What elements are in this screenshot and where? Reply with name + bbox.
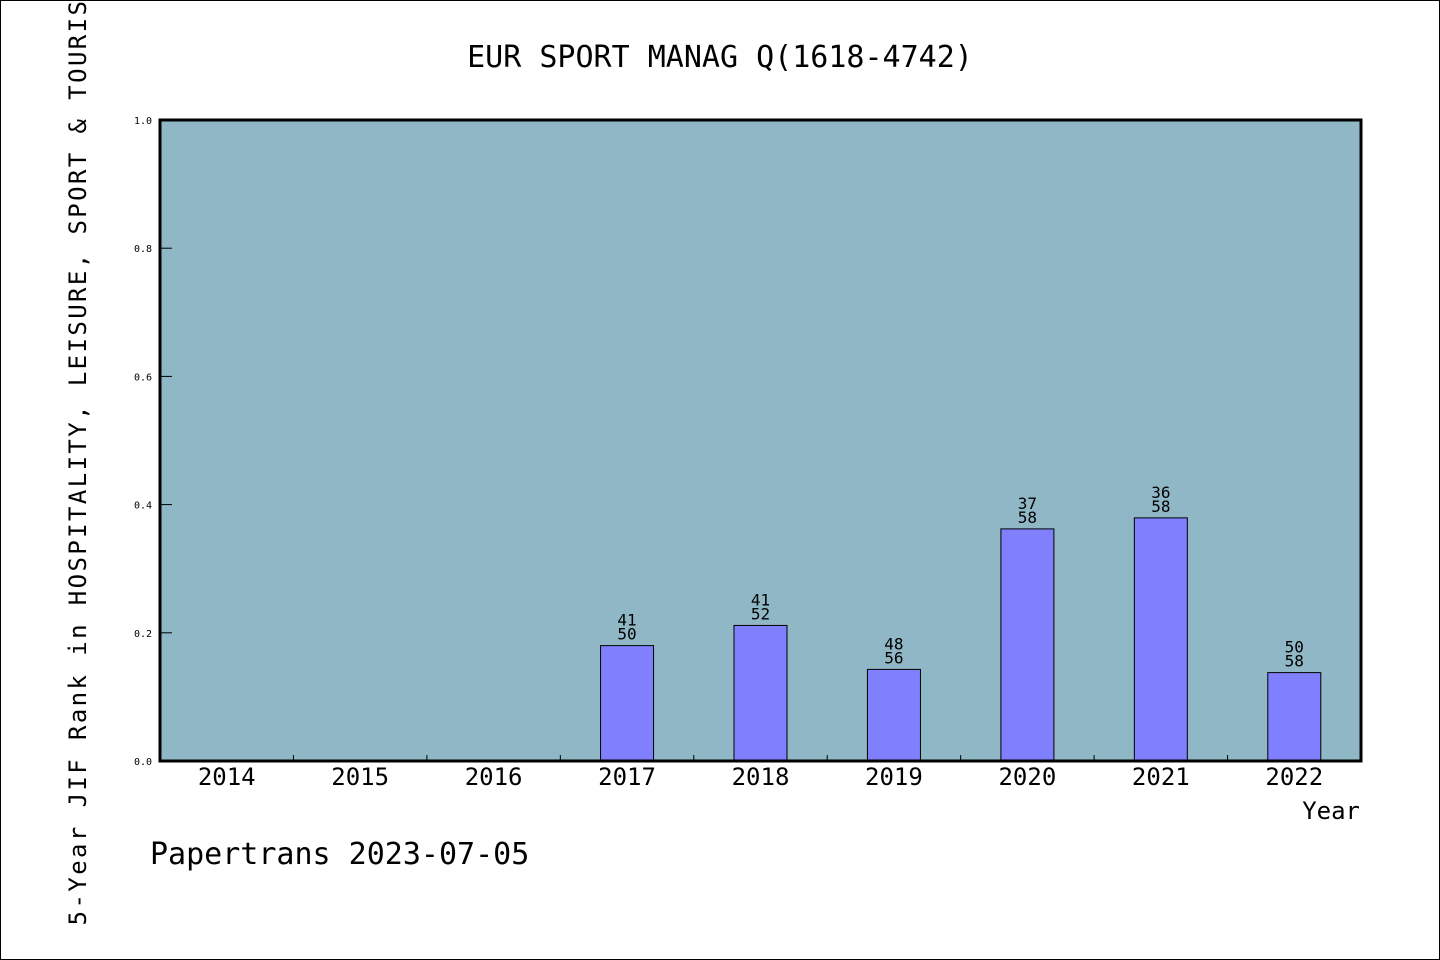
- bar-label-total-2018: 52: [751, 604, 770, 623]
- footer-text: Papertrans 2023-07-05: [150, 837, 529, 872]
- bar-label-total-2017: 50: [617, 625, 636, 644]
- bar-label-rank-2021: 36: [1151, 483, 1170, 502]
- y-tick-label-0.8: 0.8: [134, 244, 152, 255]
- bar-label-total-2020: 58: [1018, 508, 1037, 527]
- x-tick-label-2022: 2022: [1265, 763, 1323, 791]
- y-tick-label-0.6: 0.6: [134, 372, 152, 383]
- bar-label-rank-2017: 41: [617, 611, 636, 630]
- y-tick-label-0.4: 0.4: [134, 501, 152, 512]
- x-tick-label-2016: 2016: [465, 763, 523, 791]
- x-tick-label-2015: 2015: [331, 763, 389, 791]
- bar-label-total-2022: 58: [1285, 652, 1304, 671]
- y-tick-label-0.2: 0.2: [134, 629, 152, 640]
- bar-2019: [866, 668, 921, 762]
- x-tick-label-2018: 2018: [732, 763, 790, 791]
- x-tick-label-2017: 2017: [598, 763, 656, 791]
- y-tick-label-1.0: 1.0: [134, 116, 152, 127]
- plot-border: [158, 118, 1363, 763]
- bar-2020: [1000, 528, 1055, 762]
- bar-label-total-2021: 58: [1151, 497, 1170, 516]
- bar-label-rank-2018: 41: [751, 590, 770, 609]
- x-tick-label-2021: 2021: [1132, 763, 1190, 791]
- bar-label-total-2019: 56: [884, 648, 903, 667]
- x-axis-label: Year: [1302, 797, 1360, 825]
- chart-title: EUR SPORT MANAG Q(1618-4742): [467, 40, 973, 75]
- bar-2017: [600, 645, 655, 762]
- x-tick-label-2020: 2020: [998, 763, 1056, 791]
- bar-2022: [1267, 672, 1322, 762]
- y-tick-label-0.0: 0.0: [134, 757, 152, 768]
- y-axis-label: 5-Year JIF Rank in HOSPITALITY, LEISURE,…: [64, 0, 92, 925]
- bar-label-rank-2022: 50: [1285, 638, 1304, 657]
- bar-2021: [1133, 517, 1188, 762]
- bar-label-rank-2019: 48: [884, 634, 903, 653]
- bar-label-rank-2020: 37: [1018, 494, 1037, 513]
- x-ticks-group: 2014 2015 2016 2017 2018 2019 2020 2021 2022: [198, 755, 1323, 791]
- x-tick-label-2019: 2019: [865, 763, 923, 791]
- x-tick-label-2014: 2014: [198, 763, 256, 791]
- bar-2018: [733, 624, 788, 762]
